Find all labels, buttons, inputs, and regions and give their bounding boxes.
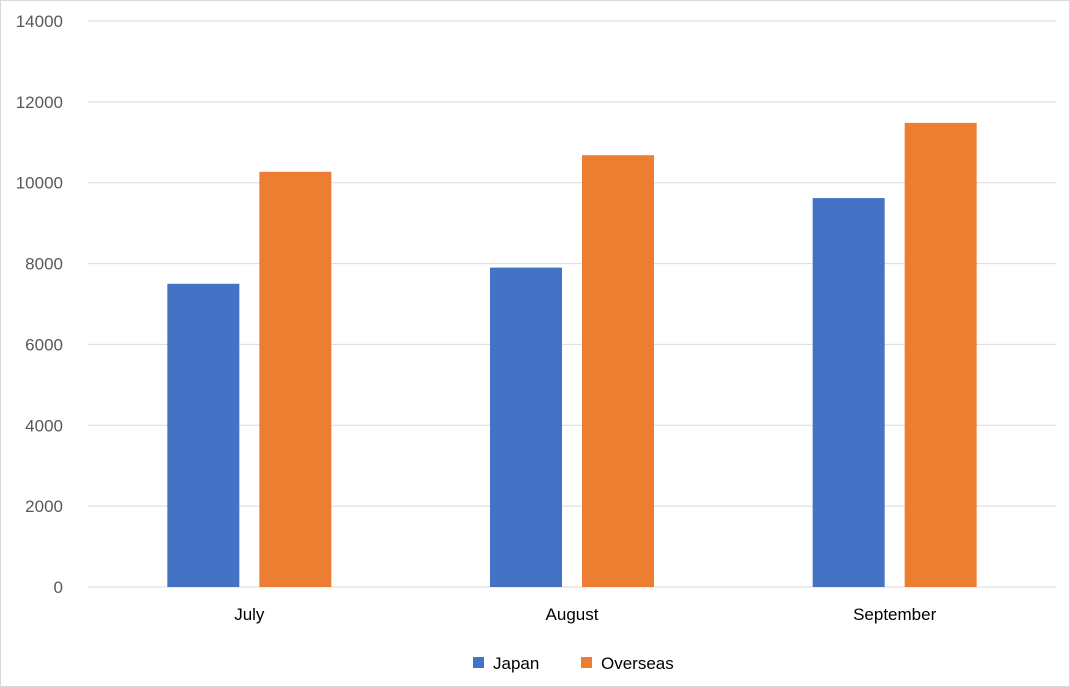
y-tick-label: 6000 [25, 335, 63, 354]
bar-japan-august [490, 267, 562, 587]
legend-swatch-overseas [581, 657, 592, 668]
y-tick-label: 14000 [16, 12, 63, 31]
bar-overseas-september [904, 122, 977, 587]
y-tick-label: 12000 [16, 93, 63, 112]
y-tick-label: 2000 [25, 497, 63, 516]
bar-overseas-august [582, 155, 654, 588]
bar-japan-september [812, 198, 885, 587]
x-axis-categories: July August September [234, 605, 936, 624]
y-tick-label: 8000 [25, 255, 63, 274]
y-axis-ticks: 0 2000 4000 6000 8000 10000 12000 14000 [16, 12, 63, 597]
x-category-label: July [234, 605, 265, 624]
gridlines [88, 20, 1056, 588]
legend-label-overseas: Overseas [601, 654, 674, 673]
bar-overseas-july [259, 171, 332, 587]
x-category-label: September [853, 605, 936, 624]
legend: Japan Overseas [473, 654, 674, 673]
y-tick-label: 0 [54, 578, 63, 597]
legend-label-japan: Japan [493, 654, 539, 673]
x-category-label: August [546, 605, 599, 624]
y-tick-label: 10000 [16, 174, 63, 193]
bar-japan-july [167, 283, 240, 587]
bars [167, 122, 977, 588]
y-tick-label: 4000 [25, 416, 63, 435]
legend-swatch-japan [473, 657, 484, 668]
